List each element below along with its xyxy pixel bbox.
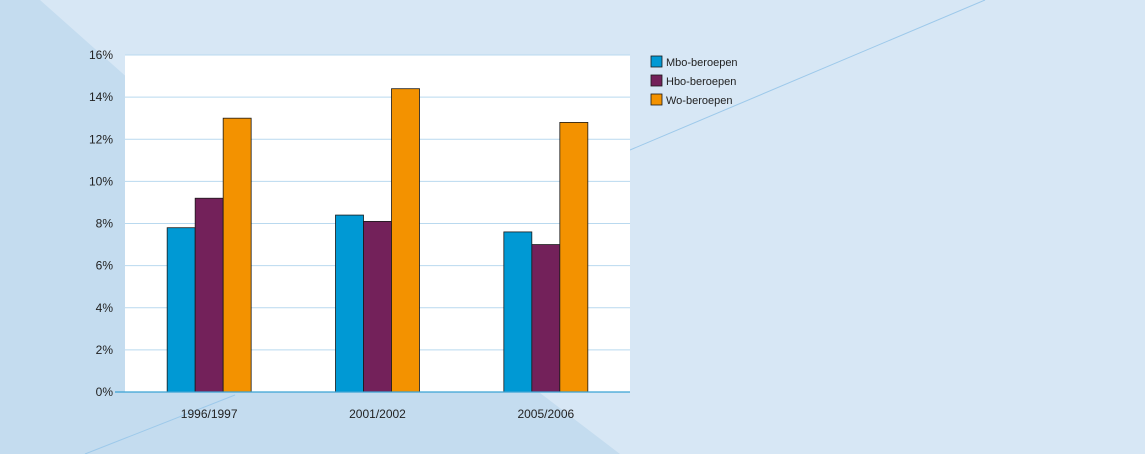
bar-mbo-beroepen-2001-2002 bbox=[335, 214, 364, 393]
y-tick-label: 2% bbox=[96, 343, 114, 357]
legend-swatch-mbo-beroepen bbox=[650, 55, 663, 68]
bar-wo-beroepen-1996-1997 bbox=[222, 117, 252, 393]
bar-mbo-beroepen-1996-1997 bbox=[166, 227, 196, 393]
x-tick-label: 2001/2002 bbox=[349, 407, 406, 421]
bar-mbo-beroepen-2005-2006 bbox=[503, 231, 533, 393]
y-tick-label: 10% bbox=[89, 174, 113, 188]
x-tick-label: 1996/1997 bbox=[181, 407, 238, 421]
y-tick-label: 14% bbox=[89, 90, 113, 104]
y-tick-label: 4% bbox=[96, 301, 114, 315]
bar-hbo-beroepen-2005-2006 bbox=[531, 244, 561, 393]
plot-area: 0% 2% 4% 6% 8% 10% 12% 14% 16% 1996/1997 2001/2002… bbox=[89, 48, 630, 421]
bar-hbo-beroepen-1996-1997 bbox=[194, 197, 224, 393]
legend-swatch-wo-beroepen bbox=[650, 93, 663, 106]
legend-swatch-hbo-beroepen bbox=[650, 74, 663, 87]
legend: Mbo-beroepen Hbo-beroepen Wo-beroepen bbox=[650, 55, 738, 107]
legend-label-wo-beroepen: Wo-beroepen bbox=[666, 95, 732, 107]
y-tick-label: 16% bbox=[89, 48, 113, 62]
legend-label-mbo-beroepen: Mbo-beroepen bbox=[666, 57, 738, 69]
legend-label-hbo-beroepen: Hbo-beroepen bbox=[666, 76, 736, 88]
bar-wo-beroepen-2005-2006 bbox=[559, 122, 589, 393]
y-tick-label: 0% bbox=[96, 385, 114, 399]
y-tick-label: 8% bbox=[96, 217, 114, 231]
x-tick-label: 2005/2006 bbox=[517, 407, 574, 421]
y-tick-label: 6% bbox=[96, 259, 114, 273]
bar-hbo-beroepen-2001-2002 bbox=[363, 220, 392, 393]
decor-line-upper bbox=[629, 0, 986, 151]
y-tick-label: 12% bbox=[89, 132, 113, 146]
bar-wo-beroepen-2001-2002 bbox=[391, 88, 420, 393]
decor-line-lower bbox=[84, 394, 236, 454]
